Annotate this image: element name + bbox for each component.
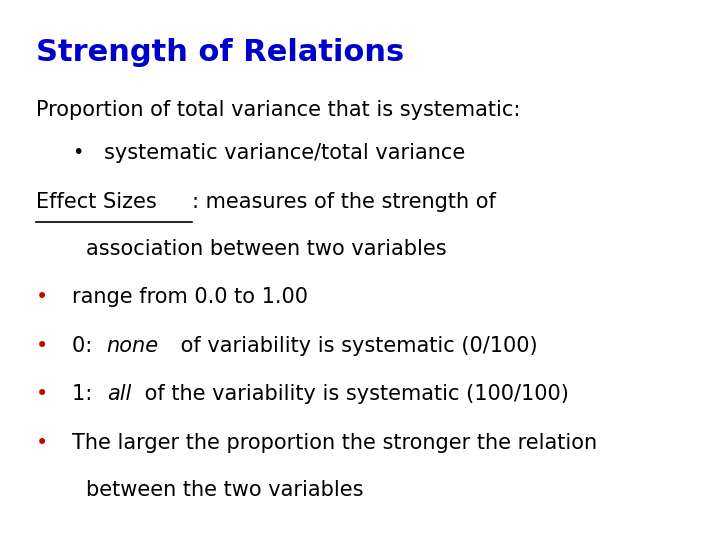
Text: •: • (36, 336, 48, 356)
Text: all: all (107, 384, 131, 404)
Text: Strength of Relations: Strength of Relations (36, 38, 404, 67)
Text: of the variability is systematic (100/100): of the variability is systematic (100/10… (138, 384, 569, 404)
Text: 0:: 0: (72, 336, 99, 356)
Text: •: • (36, 287, 48, 307)
Text: range from 0.0 to 1.00: range from 0.0 to 1.00 (72, 287, 308, 307)
Text: Effect Sizes: Effect Sizes (36, 192, 157, 212)
Text: of variability is systematic (0/100): of variability is systematic (0/100) (174, 336, 538, 356)
Text: The larger the proportion the stronger the relation: The larger the proportion the stronger t… (72, 433, 597, 453)
Text: •: • (72, 143, 84, 162)
Text: association between two variables: association between two variables (86, 239, 447, 259)
Text: Proportion of total variance that is systematic:: Proportion of total variance that is sys… (36, 100, 521, 120)
Text: 1:: 1: (72, 384, 99, 404)
Text: systematic variance/total variance: systematic variance/total variance (104, 143, 466, 163)
Text: : measures of the strength of: : measures of the strength of (192, 192, 495, 212)
Text: between the two variables: between the two variables (86, 480, 364, 500)
Text: none: none (107, 336, 159, 356)
Text: •: • (36, 433, 48, 453)
Text: •: • (36, 384, 48, 404)
